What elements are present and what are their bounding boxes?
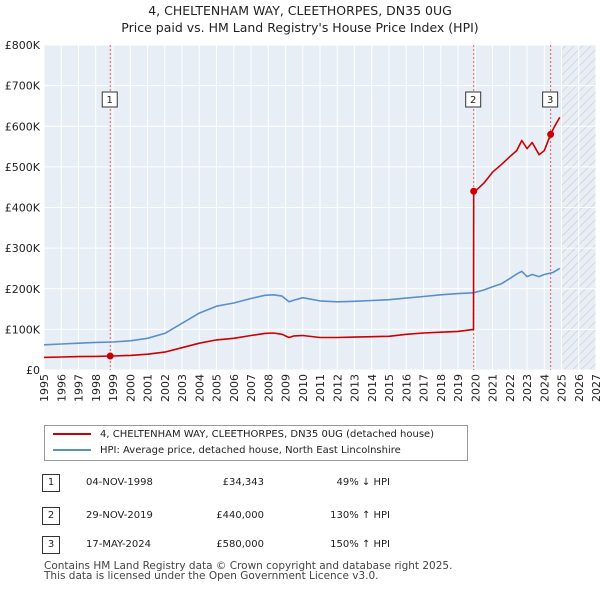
axis-labels: £0 £100K £200K £300K £400K £500K £600K £700K £80… bbox=[5, 39, 600, 402]
transaction-number: 1 bbox=[42, 474, 60, 492]
transaction-hpi-delta: 130% ↑ HPI bbox=[330, 510, 390, 521]
transaction-price: £34,343 bbox=[222, 477, 264, 488]
sale-point bbox=[106, 352, 114, 360]
y-tick-label: £500K bbox=[5, 161, 41, 174]
x-tick-label: 2017 bbox=[418, 374, 431, 402]
x-tick-label: 2025 bbox=[556, 374, 569, 402]
y-tick-label: £800K bbox=[5, 39, 41, 52]
transaction-date: 17-MAY-2024 bbox=[86, 539, 152, 550]
x-tick-label: 2005 bbox=[211, 374, 224, 402]
x-tick-label: 2012 bbox=[331, 374, 344, 402]
sale-number-label: 2 bbox=[470, 95, 476, 106]
sale-point bbox=[470, 187, 478, 195]
x-tick-label: 2016 bbox=[400, 374, 413, 402]
y-tick-label: £100K bbox=[5, 323, 41, 336]
transaction-number: 2 bbox=[42, 507, 60, 525]
y-tick-label: £400K bbox=[5, 202, 41, 215]
x-tick-label: 2014 bbox=[366, 374, 379, 402]
sale-number-box bbox=[465, 91, 482, 108]
transaction-row: 2 29-NOV-2019 £440,000 130% ↑ HPI bbox=[0, 507, 600, 529]
transaction-price: £580,000 bbox=[216, 539, 264, 550]
legend-label-property: 4, CHELTENHAM WAY, CLEETHORPES, DN35 0UG… bbox=[100, 429, 435, 440]
legend-label-hpi: HPI: Average price, detached house, Nort… bbox=[100, 445, 401, 456]
sale-number-label: 1 bbox=[107, 95, 113, 106]
series-lines bbox=[43, 116, 561, 359]
transaction-hpi-delta: 150% ↑ HPI bbox=[330, 539, 390, 550]
x-tick-label: 2010 bbox=[297, 374, 310, 402]
y-tick-label: £700K bbox=[5, 80, 41, 93]
chart-title: 4, CHELTENHAM WAY, CLEETHORPES, DN35 0UG bbox=[148, 3, 452, 18]
y-tick-label: £300K bbox=[5, 242, 41, 255]
x-tick-label: 1996 bbox=[55, 374, 68, 402]
x-tick-label: 2011 bbox=[314, 374, 327, 402]
footer-copyright: Contains HM Land Registry data © Crown c… bbox=[44, 560, 453, 572]
x-tick-label: 1998 bbox=[90, 374, 103, 402]
x-tick-label: 2003 bbox=[176, 374, 189, 402]
transaction-date: 29-NOV-2019 bbox=[86, 510, 153, 521]
property-price-line bbox=[43, 116, 561, 359]
x-tick-label: 2026 bbox=[573, 374, 586, 402]
x-tick-label: 2024 bbox=[538, 374, 551, 402]
x-tick-label: 2000 bbox=[124, 374, 137, 402]
x-tick-label: 2022 bbox=[504, 374, 517, 402]
x-tick-label: 2002 bbox=[159, 374, 172, 402]
legend: 4, CHELTENHAM WAY, CLEETHORPES, DN35 0UG… bbox=[44, 425, 468, 461]
legend-swatch-hpi bbox=[53, 449, 91, 451]
sale-number-box bbox=[542, 91, 559, 108]
sale-number-box bbox=[101, 91, 118, 108]
price-chart: 1 2 3 £0 £100K £200K £300K £400K £500K £600K £700… bbox=[5, 39, 600, 402]
footer-licence: This data is licensed under the Open Gov… bbox=[44, 570, 379, 582]
sale-number-label: 3 bbox=[547, 95, 553, 106]
y-tick-label: £0 bbox=[26, 364, 40, 377]
x-tick-label: 2004 bbox=[193, 374, 206, 402]
legend-swatch-property bbox=[53, 433, 91, 435]
sale-point bbox=[547, 130, 555, 138]
x-tick-label: 2008 bbox=[262, 374, 275, 402]
grid bbox=[43, 44, 597, 371]
x-tick-label: 2027 bbox=[590, 374, 600, 402]
legend-item-hpi: HPI: Average price, detached house, Nort… bbox=[53, 442, 401, 459]
x-tick-label: 2021 bbox=[487, 374, 500, 402]
legend-item-property: 4, CHELTENHAM WAY, CLEETHORPES, DN35 0UG… bbox=[53, 426, 434, 443]
x-tick-label: 2020 bbox=[469, 374, 482, 402]
transaction-date: 04-NOV-1998 bbox=[86, 477, 153, 488]
x-tick-label: 2018 bbox=[435, 374, 448, 402]
x-tick-label: 2009 bbox=[280, 374, 293, 402]
transaction-row: 1 04-NOV-1998 £34,343 49% ↓ HPI bbox=[0, 474, 600, 496]
chart-subtitle: Price paid vs. HM Land Registry's House … bbox=[121, 20, 479, 35]
transaction-price: £440,000 bbox=[216, 510, 264, 521]
x-tick-label: 2006 bbox=[228, 374, 241, 402]
y-tick-label: £600K bbox=[5, 120, 41, 133]
x-tick-label: 2015 bbox=[383, 374, 396, 402]
x-tick-label: 2023 bbox=[521, 374, 534, 402]
transaction-number: 3 bbox=[42, 536, 60, 554]
x-tick-label: 2013 bbox=[349, 374, 362, 402]
x-tick-label: 2019 bbox=[452, 374, 465, 402]
transaction-hpi-delta: 49% ↓ HPI bbox=[336, 477, 390, 488]
transaction-row: 3 17-MAY-2024 £580,000 150% ↑ HPI bbox=[0, 536, 600, 558]
hpi-line bbox=[43, 267, 561, 346]
x-tick-label: 2001 bbox=[142, 374, 155, 402]
footer: Contains HM Land Registry data © Crown c… bbox=[44, 560, 453, 582]
x-tick-label: 1999 bbox=[107, 374, 120, 402]
sale-markers: 1 2 3 bbox=[101, 91, 559, 360]
y-tick-label: £200K bbox=[5, 283, 41, 296]
x-tick-label: 1995 bbox=[38, 374, 51, 402]
x-tick-label: 2007 bbox=[245, 374, 258, 402]
x-tick-label: 1997 bbox=[73, 374, 86, 402]
